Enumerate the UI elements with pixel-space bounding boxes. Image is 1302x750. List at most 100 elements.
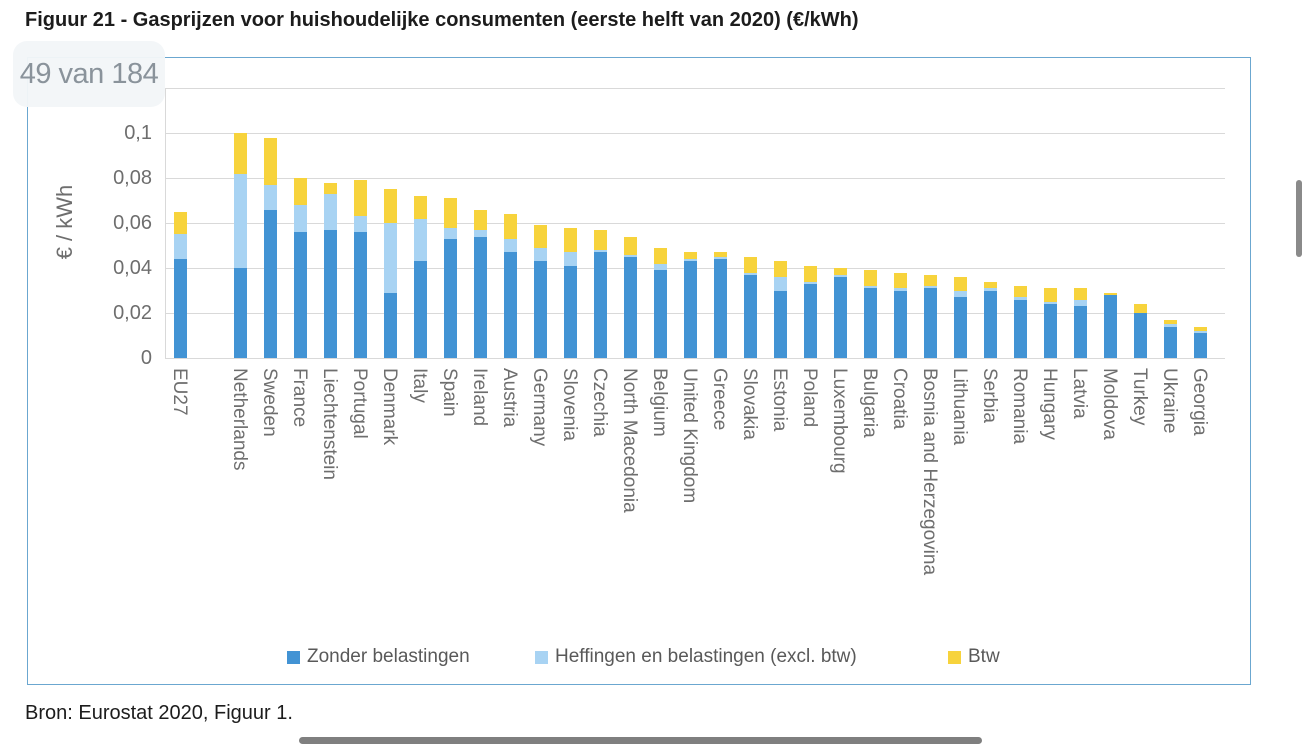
x-axis-label: EU27 (169, 368, 190, 416)
x-axis-label: Luxembourg (829, 368, 850, 474)
y-tick-label: 0 (140, 347, 152, 369)
x-axis-label: Croatia (889, 368, 910, 430)
bar-segment-zonder (263, 209, 277, 358)
bar-segment-heffingen (893, 288, 907, 291)
bar-segment-zonder (503, 252, 517, 358)
bar-segment-btw (623, 236, 637, 255)
x-axis-label: Bulgaria (859, 368, 880, 438)
chart-frame (27, 57, 1251, 685)
bar-segment-zonder (863, 288, 877, 358)
bar-segment-zonder (413, 261, 427, 358)
bar-segment-btw (233, 133, 247, 174)
bar-segment-btw (953, 277, 967, 291)
bar-segment-heffingen (953, 290, 967, 298)
x-axis-label: Bosnia and Herzegovina (919, 368, 940, 576)
bar-segment-btw (1133, 304, 1147, 313)
x-axis-label: Belgium (649, 368, 670, 437)
x-axis-label: Hungary (1039, 368, 1060, 440)
bar-segment-zonder (593, 252, 607, 358)
bar-segment-btw (563, 227, 577, 253)
legend-swatch-btw (948, 650, 961, 664)
bar-segment-btw (773, 261, 787, 277)
legend-item-btw: Btw (948, 646, 1000, 667)
bar-segment-zonder (233, 268, 247, 358)
bar-segment-btw (893, 272, 907, 289)
bar-segment-heffingen (1163, 324, 1177, 327)
y-tick-label: 0,1 (124, 122, 152, 144)
bar-segment-heffingen (323, 193, 337, 230)
gridline (165, 178, 1225, 179)
bar-segment-btw (353, 180, 367, 217)
bar-segment-btw (1073, 288, 1087, 300)
bar-segment-btw (983, 281, 997, 289)
bar-segment-zonder (983, 290, 997, 358)
bar-segment-zonder (1043, 304, 1057, 358)
bar-segment-btw (413, 196, 427, 219)
bar-segment-heffingen (293, 205, 307, 232)
bar-segment-heffingen (863, 286, 877, 289)
bar-segment-btw (503, 214, 517, 239)
x-axis-label: Lithuania (949, 368, 970, 446)
x-axis-label: Portugal (349, 368, 370, 439)
bar-segment-zonder (713, 259, 727, 358)
horizontal-scrollbar-thumb[interactable] (299, 737, 982, 744)
bar-segment-zonder (1103, 295, 1117, 358)
bar-segment-zonder (1073, 306, 1087, 358)
bar-segment-btw (293, 178, 307, 205)
bar-segment-btw (713, 252, 727, 257)
bar-segment-zonder (293, 232, 307, 358)
x-axis-label: Austria (499, 368, 520, 428)
bar-segment-btw (1103, 292, 1117, 295)
bar-segment-btw (833, 268, 847, 275)
bar-segment-btw (473, 209, 487, 230)
gridline (165, 223, 1225, 224)
x-axis-label: Greece (709, 368, 730, 431)
x-axis-label: Italy (409, 368, 430, 403)
bar-segment-heffingen (443, 227, 457, 239)
bar-segment-zonder (1013, 299, 1027, 358)
bar-segment-btw (533, 225, 547, 248)
bar-segment-btw (1043, 288, 1057, 302)
bar-segment-zonder (683, 261, 697, 358)
x-axis-label: North Macedonia (619, 368, 640, 513)
bar-segment-btw (173, 211, 187, 235)
bar-segment-zonder (653, 270, 667, 358)
bar-segment-zonder (563, 265, 577, 358)
bar-segment-heffingen (713, 256, 727, 259)
x-axis-label: Ireland (469, 368, 490, 427)
bar-segment-zonder (1163, 326, 1177, 358)
bar-segment-btw (743, 256, 757, 273)
vertical-scrollbar-thumb[interactable] (1296, 180, 1302, 257)
bar-segment-heffingen (743, 272, 757, 275)
bar-segment-zonder (953, 297, 967, 358)
bar-segment-btw (1163, 319, 1177, 325)
x-axis-label: Turkey (1129, 368, 1150, 426)
y-tick-label: 0,02 (113, 302, 152, 324)
x-axis-label: Latvia (1069, 368, 1090, 419)
x-axis-label: Netherlands (229, 368, 250, 471)
bar-segment-heffingen (593, 250, 607, 253)
bar-segment-heffingen (173, 234, 187, 259)
bar-segment-btw (323, 182, 337, 194)
bar-segment-zonder (473, 236, 487, 358)
bar-segment-zonder (173, 259, 187, 358)
bar-segment-zonder (383, 292, 397, 358)
bar-segment-heffingen (233, 173, 247, 268)
bar-segment-zonder (443, 238, 457, 358)
page-indicator-badge: 49 van 184 (13, 41, 165, 107)
legend-item-zonder-belastingen: Zonder belastingen (287, 646, 470, 667)
legend-swatch-heffingen (535, 650, 548, 664)
bar-segment-zonder (743, 274, 757, 358)
bar-segment-zonder (623, 256, 637, 358)
bar-segment-btw (863, 270, 877, 286)
y-tick-label: 0,04 (113, 257, 152, 279)
bar-segment-btw (923, 274, 937, 286)
bar-segment-zonder (803, 283, 817, 358)
bar-segment-heffingen (983, 288, 997, 291)
legend-label-zonder: Zonder belastingen (307, 646, 470, 667)
bar-segment-heffingen (1043, 301, 1057, 304)
legend-item-heffingen: Heffingen en belastingen (excl. btw) (535, 646, 857, 667)
bar-segment-btw (653, 247, 667, 264)
bar-segment-heffingen (623, 254, 637, 257)
